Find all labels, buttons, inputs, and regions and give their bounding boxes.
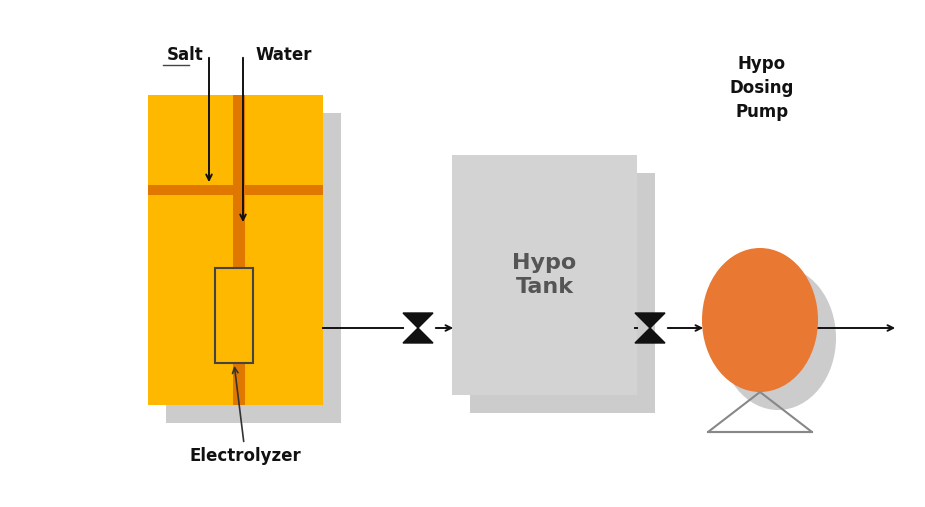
Text: Salt: Salt [166, 46, 204, 64]
Text: Hypo
Dosing
Pump: Hypo Dosing Pump [730, 55, 795, 121]
Text: Hypo
Tank: Hypo Tank [512, 254, 576, 297]
Bar [148, 185, 323, 195]
Ellipse shape [702, 248, 818, 392]
Text: Electrolyzer: Electrolyzer [190, 368, 302, 465]
Bar [452, 155, 637, 395]
Bar [233, 95, 245, 405]
Polygon shape [635, 313, 665, 328]
Ellipse shape [720, 266, 836, 410]
Text: Water: Water [255, 46, 312, 64]
Bar [148, 95, 323, 405]
Polygon shape [403, 313, 433, 328]
Bar [470, 173, 655, 413]
Polygon shape [635, 328, 665, 343]
Bar [215, 268, 253, 363]
Polygon shape [403, 328, 433, 343]
Bar [166, 113, 341, 423]
